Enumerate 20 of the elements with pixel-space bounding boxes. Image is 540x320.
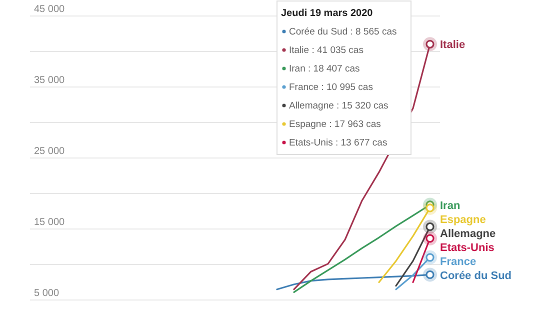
y-tick-label: 15 000 <box>34 217 66 228</box>
annotation: Italie : 41 035 cas <box>289 45 364 56</box>
annotation: Iran : 18 407 cas <box>289 64 360 74</box>
series-label: Italie <box>440 39 466 52</box>
annotation: Etats-Unis : 13 677 cas <box>289 138 388 148</box>
y-tick-label: 35 000 <box>34 75 66 86</box>
series-label: Corée du Sud <box>440 270 512 282</box>
annotation: Corée du Sud : 8 565 cas <box>289 26 397 38</box>
annotation: France : 10 995 cas <box>289 82 374 93</box>
series-label: Iran <box>440 200 460 212</box>
series-label: Espagne <box>440 214 486 226</box>
annotation: Espagne : 17 963 cas <box>289 119 382 130</box>
y-tick-label: 25 000 <box>34 146 66 157</box>
series-label: France <box>440 256 476 268</box>
y-tick-label: 45 000 <box>34 4 66 15</box>
y-tick-label: 5 000 <box>34 288 60 299</box>
annotation: Allemagne : 15 320 cas <box>289 100 389 112</box>
series-label: Etats-Unis <box>440 242 494 254</box>
series-label: Allemagne <box>440 228 496 240</box>
annotation: Jeudi 19 mars 2020 <box>281 8 374 19</box>
